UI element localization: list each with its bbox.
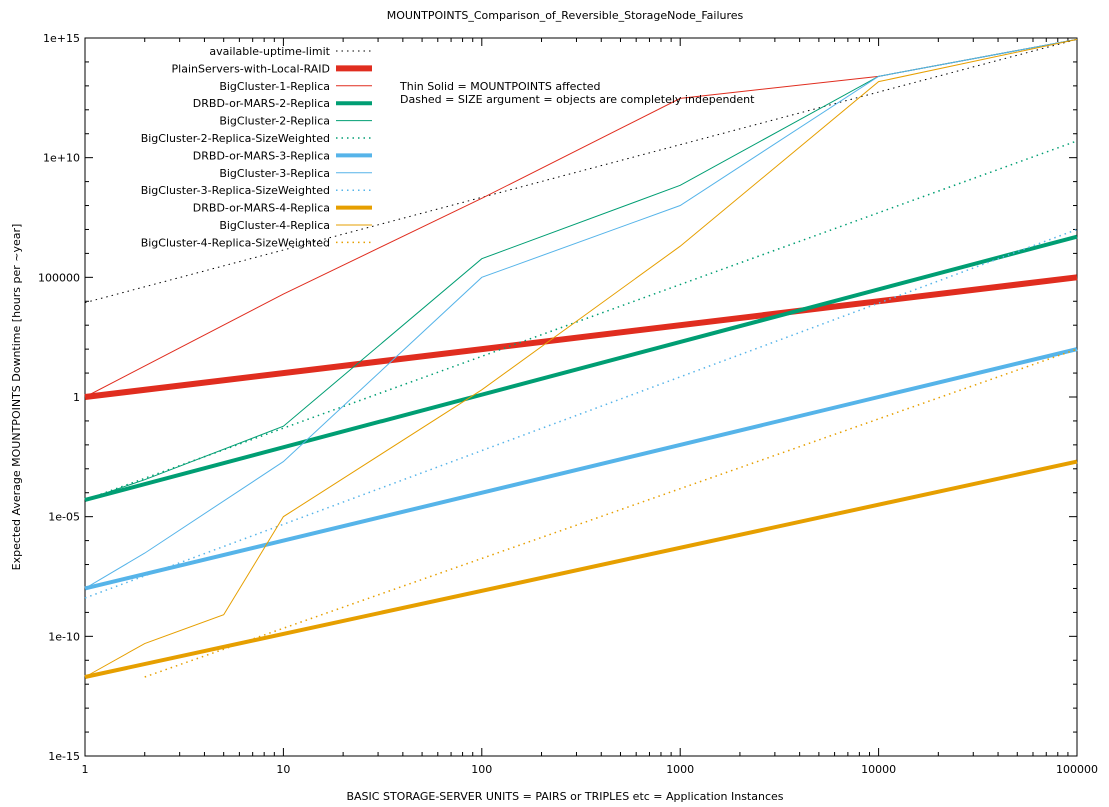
x-tick-label: 10000 — [861, 763, 896, 776]
x-tick-label: 1 — [82, 763, 89, 776]
series-bigcluster-3-replica-sizeweighted — [84, 228, 1078, 599]
series-layer — [84, 38, 1078, 679]
y-tick-label: 1 — [73, 391, 80, 404]
series-drbd-or-mars-2-replica — [84, 234, 1078, 502]
x-tick-label: 100 — [471, 763, 492, 776]
legend-label: PlainServers-with-Local-RAID — [172, 62, 330, 75]
legend-label: BigCluster-3-Replica — [219, 167, 330, 180]
legend-label: DRBD-or-MARS-2-Replica — [193, 97, 330, 110]
chart-title: MOUNTPOINTS_Comparison_of_Reversible_Sto… — [387, 9, 744, 22]
legend-label: available-uptime-limit — [209, 45, 330, 58]
series-drbd-or-mars-4-replica — [84, 459, 1078, 679]
legend-label: BigCluster-1-Replica — [219, 80, 330, 93]
y-tick-label: 100000 — [38, 271, 80, 284]
y-axis-label: Expected Average MOUNTPOINTS Downtime [h… — [10, 224, 23, 571]
axis-ticks: 1 10 100 1000 10000 100000 1e-15 1e-10 1e-05 1 100… — [38, 32, 1098, 776]
y-tick-label: 1e-05 — [48, 511, 80, 524]
series-available-uptime-limit — [84, 38, 1078, 304]
x-tick-label: 1000 — [666, 763, 694, 776]
y-tick-label: 1e-15 — [48, 750, 80, 763]
series-drbd-or-mars-3-replica — [84, 347, 1078, 591]
x-tick-label: 100000 — [1056, 763, 1098, 776]
legend-label: DRBD-or-MARS-3-Replica — [193, 149, 330, 162]
legend-label: BigCluster-4-Replica — [219, 219, 330, 232]
y-tick-label: 1e+10 — [43, 152, 80, 165]
legend-label: BigCluster-4-Replica-SizeWeighted — [141, 236, 330, 249]
legend-label: BigCluster-2-Replica-SizeWeighted — [141, 132, 330, 145]
series-plainservers-with-local-raid — [84, 274, 1078, 400]
annotation-line-1: Thin Solid = MOUNTPOINTS affected — [399, 80, 601, 93]
legend-label: BigCluster-2-Replica — [219, 115, 330, 128]
annotation-line-2: Dashed = SIZE argument = objects are com… — [400, 93, 755, 106]
y-tick-label: 1e-10 — [48, 630, 80, 643]
x-tick-label: 10 — [276, 763, 290, 776]
legend-label: DRBD-or-MARS-4-Replica — [193, 202, 330, 215]
series-bigcluster-3-replica — [84, 38, 1078, 589]
legend-label: BigCluster-3-Replica-SizeWeighted — [141, 184, 330, 197]
x-axis-label: BASIC STORAGE-SERVER UNITS = PAIRS or TR… — [346, 790, 783, 803]
legend: available-uptime-limit PlainServers-with-… — [141, 45, 372, 249]
series-bigcluster-4-replica — [84, 38, 1078, 678]
y-tick-label: 1e+15 — [43, 32, 80, 45]
